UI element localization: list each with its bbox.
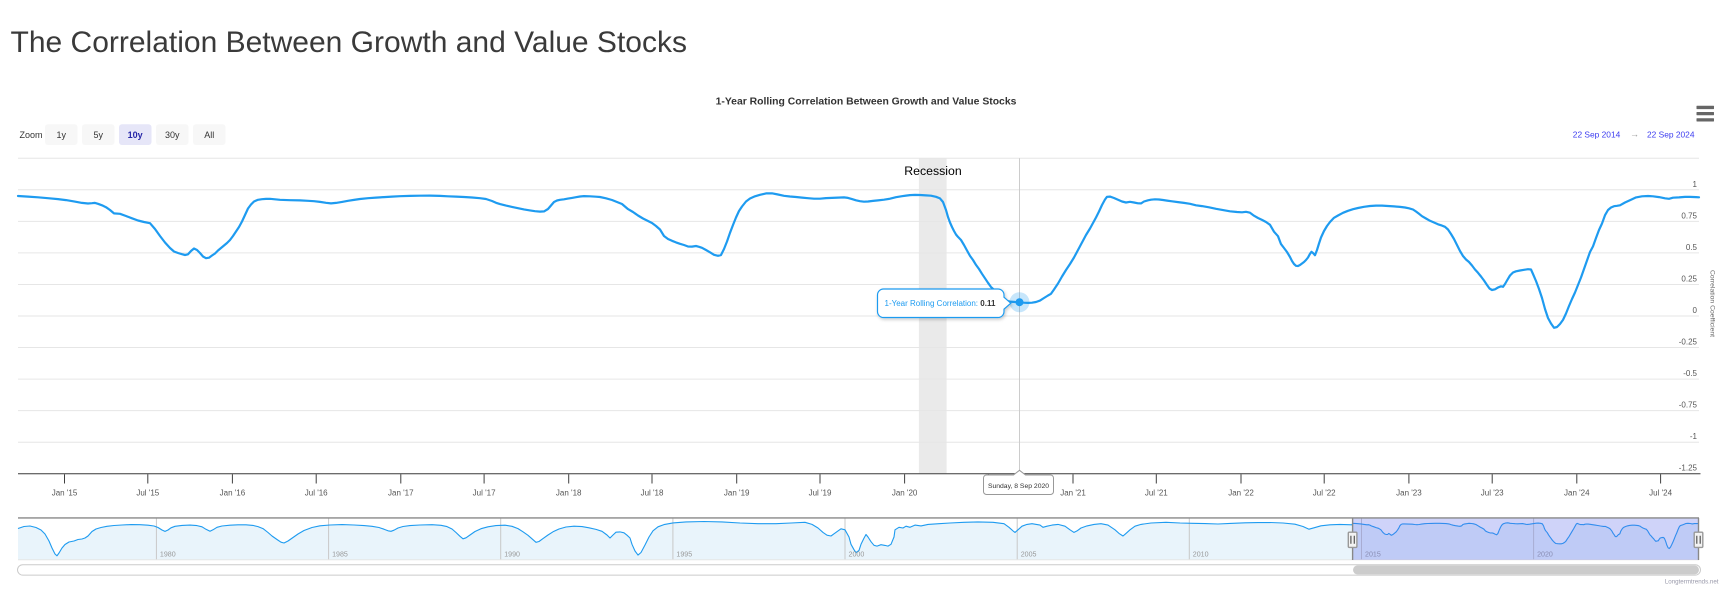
svg-text:0.25: 0.25 xyxy=(1681,275,1697,284)
svg-text:Jan '20: Jan '20 xyxy=(892,489,918,498)
svg-text:1995: 1995 xyxy=(676,550,692,558)
svg-text:2010: 2010 xyxy=(1193,550,1209,558)
svg-text:Jul '15: Jul '15 xyxy=(136,489,159,498)
svg-text:Jan '15: Jan '15 xyxy=(52,489,78,498)
svg-text:Jul '23: Jul '23 xyxy=(1481,489,1504,498)
svg-text:1-Year Rolling Correlation: 0.: 1-Year Rolling Correlation: 0.11 xyxy=(885,299,996,308)
svg-text:2015: 2015 xyxy=(1365,550,1381,558)
svg-text:1985: 1985 xyxy=(332,550,348,558)
svg-text:Sunday, 8 Sep 2020: Sunday, 8 Sep 2020 xyxy=(988,483,1049,490)
svg-text:-1.25: -1.25 xyxy=(1679,464,1698,473)
svg-text:Recession: Recession xyxy=(904,164,962,178)
svg-text:All: All xyxy=(204,130,214,140)
svg-text:0.75: 0.75 xyxy=(1681,211,1697,220)
svg-text:Jan '22: Jan '22 xyxy=(1228,489,1254,498)
svg-text:10y: 10y xyxy=(128,130,143,140)
svg-text:Zoom: Zoom xyxy=(20,130,43,140)
svg-text:1980: 1980 xyxy=(160,550,176,558)
svg-text:2020: 2020 xyxy=(1537,550,1553,558)
svg-text:Jul '19: Jul '19 xyxy=(809,489,832,498)
svg-text:Jan '18: Jan '18 xyxy=(556,489,582,498)
svg-text:-1: -1 xyxy=(1690,432,1698,441)
svg-text:Jan '19: Jan '19 xyxy=(724,489,750,498)
svg-text:30y: 30y xyxy=(165,130,180,140)
svg-text:Jan '17: Jan '17 xyxy=(388,489,414,498)
svg-text:→: → xyxy=(1630,129,1639,139)
svg-text:Jul '16: Jul '16 xyxy=(305,489,328,498)
svg-text:Correlation Coefficient: Correlation Coefficient xyxy=(1709,270,1716,337)
svg-text:Jul '22: Jul '22 xyxy=(1313,489,1336,498)
svg-text:5y: 5y xyxy=(93,130,103,140)
svg-text:0.5: 0.5 xyxy=(1686,243,1698,252)
svg-text:0: 0 xyxy=(1693,306,1698,315)
svg-text:Jan '24: Jan '24 xyxy=(1564,489,1590,498)
svg-text:-0.25: -0.25 xyxy=(1679,338,1698,347)
svg-text:Jul '17: Jul '17 xyxy=(473,489,496,498)
svg-text:Jul '21: Jul '21 xyxy=(1145,489,1168,498)
svg-text:2005: 2005 xyxy=(1021,550,1037,558)
svg-text:Jan '16: Jan '16 xyxy=(220,489,246,498)
svg-text:Jul '18: Jul '18 xyxy=(641,489,664,498)
svg-text:1: 1 xyxy=(1693,180,1698,189)
svg-text:-0.75: -0.75 xyxy=(1679,401,1698,410)
svg-text:2000: 2000 xyxy=(849,550,865,558)
svg-text:Jan '23: Jan '23 xyxy=(1396,489,1422,498)
svg-text:22 Sep 2024: 22 Sep 2024 xyxy=(1647,129,1695,139)
svg-text:1-Year Rolling Correlation Bet: 1-Year Rolling Correlation Between Growt… xyxy=(716,96,1017,107)
svg-text:The Correlation Between Growth: The Correlation Between Growth and Value… xyxy=(11,26,687,59)
svg-text:Longtermtrends.net: Longtermtrends.net xyxy=(1665,578,1719,585)
svg-text:Jul '24: Jul '24 xyxy=(1649,489,1672,498)
svg-text:Jan '21: Jan '21 xyxy=(1060,489,1086,498)
svg-text:22 Sep 2014: 22 Sep 2014 xyxy=(1573,129,1621,139)
svg-text:1y: 1y xyxy=(56,130,66,140)
svg-text:-0.5: -0.5 xyxy=(1683,369,1697,378)
svg-text:1990: 1990 xyxy=(504,550,520,558)
